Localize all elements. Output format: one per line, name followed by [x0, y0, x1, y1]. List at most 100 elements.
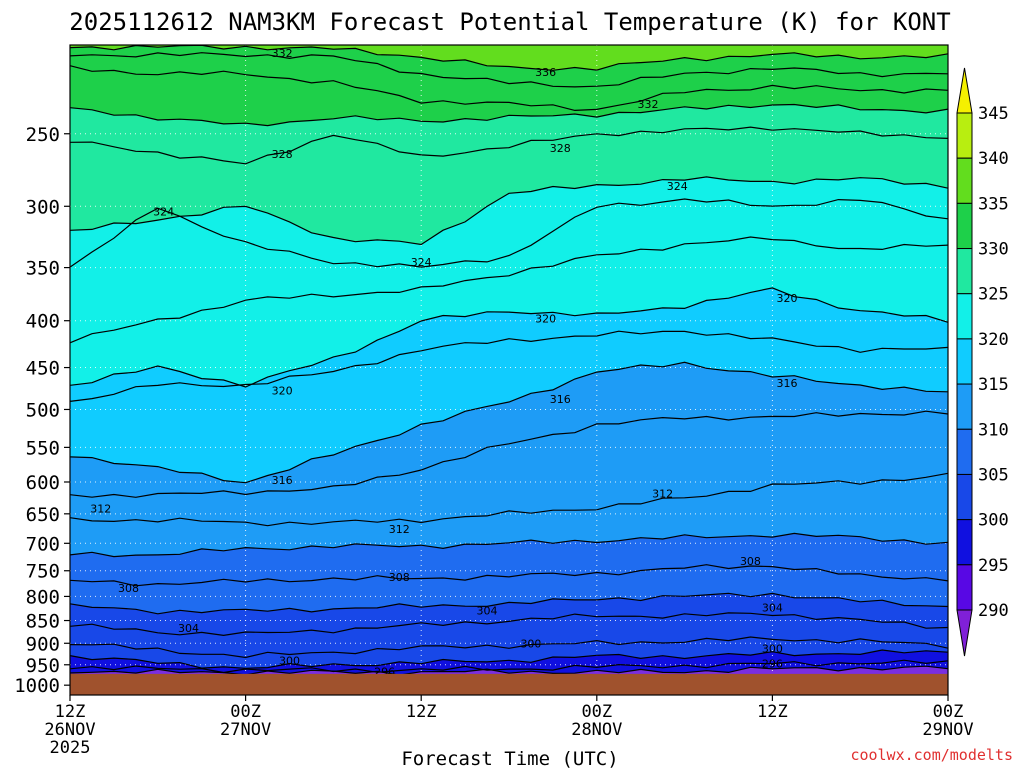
x-tick-label: 26NOV [44, 720, 95, 740]
contour-label: 304 [477, 605, 498, 618]
contour-label: 316 [550, 393, 571, 406]
colorbar-label: 325 [978, 285, 1009, 305]
isentrope-line-316 [69, 361, 949, 484]
contour-label: 332 [272, 47, 293, 60]
x-tick-label: 00Z [230, 702, 261, 722]
colorbar-swatch [956, 202, 973, 250]
isentrope-line-308 [69, 564, 949, 587]
colorbar-swatch [956, 112, 973, 159]
isentrope-line-306 [69, 592, 949, 615]
x-tick-label: 29NOV [922, 720, 973, 740]
contour-label: 300 [279, 655, 300, 668]
isentrope-line-322 [69, 236, 949, 344]
y-tick-label: 750 [26, 561, 60, 583]
contour-label: 300 [520, 638, 541, 651]
isentrope-line-314 [69, 410, 949, 498]
contour-label: 312 [389, 523, 410, 536]
y-tick-label: 900 [26, 633, 60, 655]
isentrope-line-332 [69, 65, 949, 112]
colorbar-label: 330 [978, 240, 1009, 260]
x-axis-title: Forecast Time (UTC) [401, 748, 618, 768]
contour-label: 316 [272, 474, 293, 487]
colorbar-label: 335 [978, 194, 1009, 214]
y-tick-label: 250 [26, 124, 60, 146]
colorbar-swatch [956, 248, 973, 295]
colorbar-label: 315 [978, 375, 1009, 395]
isentrope-line-296 [69, 665, 949, 676]
colorbar-top-arrow [956, 67, 973, 114]
x-tick-label: 28NOV [571, 720, 622, 740]
y-tick-label: 950 [26, 655, 60, 677]
contour-label: 312 [90, 502, 111, 515]
contour-label: 304 [762, 602, 783, 615]
isentrope-line-300 [69, 649, 949, 669]
colorbar-swatch [956, 519, 973, 566]
ground-surface [70, 673, 948, 695]
contour-label: 300 [762, 643, 783, 656]
contour-label: 320 [535, 313, 556, 326]
colorbar-swatch [956, 157, 973, 204]
y-tick-label: 450 [26, 358, 60, 380]
contour-label: 320 [777, 292, 798, 305]
isentrope-line-304 [69, 612, 949, 637]
isentrope-line-318 [69, 330, 949, 402]
colorbar-swatch [956, 428, 973, 475]
contour-label: 296 [762, 658, 783, 671]
isentrope-line-334 [69, 52, 949, 88]
contour-label: 312 [652, 488, 673, 501]
isentrope-line-336 [69, 44, 949, 71]
contour-label: 308 [118, 582, 139, 595]
colorbar-label: 340 [978, 149, 1009, 169]
x-tick-label: 12Z [406, 702, 437, 722]
x-tick-label: 00Z [581, 702, 612, 722]
contour-label: 304 [178, 622, 199, 635]
x-tick-label: 00Z [933, 702, 964, 722]
watermark-credit: coolwx.com/modelts [850, 746, 1013, 764]
colorbar-label: 320 [978, 330, 1009, 350]
contour-label: 324 [667, 180, 688, 193]
colorbar-label: 295 [978, 556, 1009, 576]
colorbar-label: 310 [978, 420, 1009, 440]
isentrope-line-320 [69, 287, 949, 388]
colorbar-swatch [956, 564, 973, 611]
contour-label: 328 [272, 148, 293, 161]
isentrope-line-328 [69, 126, 949, 165]
x-tick-label: 27NOV [220, 720, 271, 740]
colorbar-label: 300 [978, 511, 1009, 531]
plot-frame [69, 44, 949, 696]
colorbar: 345 340 335 330 325 320 315 310 305 300 295 290 [956, 67, 1009, 657]
y-tick-label: 800 [26, 586, 60, 608]
colorbar-swatch [956, 338, 973, 385]
y-tick-label: 300 [26, 196, 60, 218]
contour-label: 332 [638, 98, 659, 111]
y-tick-label: 500 [26, 399, 60, 421]
contour-label: 308 [740, 555, 761, 568]
isentrope-line-330 [69, 103, 949, 127]
colorbar-label: 345 [978, 104, 1009, 124]
plot-area: 332 336 332 328 328 324 324 324 320 320 320 316 316 3… [69, 44, 949, 696]
y-tick-label: 350 [26, 258, 60, 280]
x-tick-label: 2025 [50, 738, 91, 758]
isentrope-line-302 [69, 636, 949, 659]
colorbar-label: 305 [978, 465, 1009, 485]
y-tick-label: 650 [26, 504, 60, 526]
colorbar-label: 290 [978, 601, 1009, 621]
isentrope-line-310 [69, 532, 949, 558]
theta-band-fill [70, 45, 948, 71]
isentrope-line-298 [69, 659, 949, 674]
isentrope-line-324 [69, 198, 949, 268]
y-tick-label: 600 [26, 472, 60, 494]
colorbar-swatch [956, 293, 973, 340]
contour-label: 336 [535, 66, 556, 79]
y-tick-label: 550 [26, 437, 60, 459]
colorbar-bottom-arrow [956, 609, 973, 657]
contour-label: 308 [389, 571, 410, 584]
x-tick-label: 12Z [55, 702, 86, 722]
contour-label: 320 [272, 385, 293, 398]
colorbar-swatch [956, 383, 973, 430]
x-tick-label: 12Z [757, 702, 788, 722]
contour-label: 328 [550, 142, 571, 155]
y-tick-label: 850 [26, 611, 60, 633]
axes: 2503003504004505005506006507007508008509… [14, 124, 973, 758]
